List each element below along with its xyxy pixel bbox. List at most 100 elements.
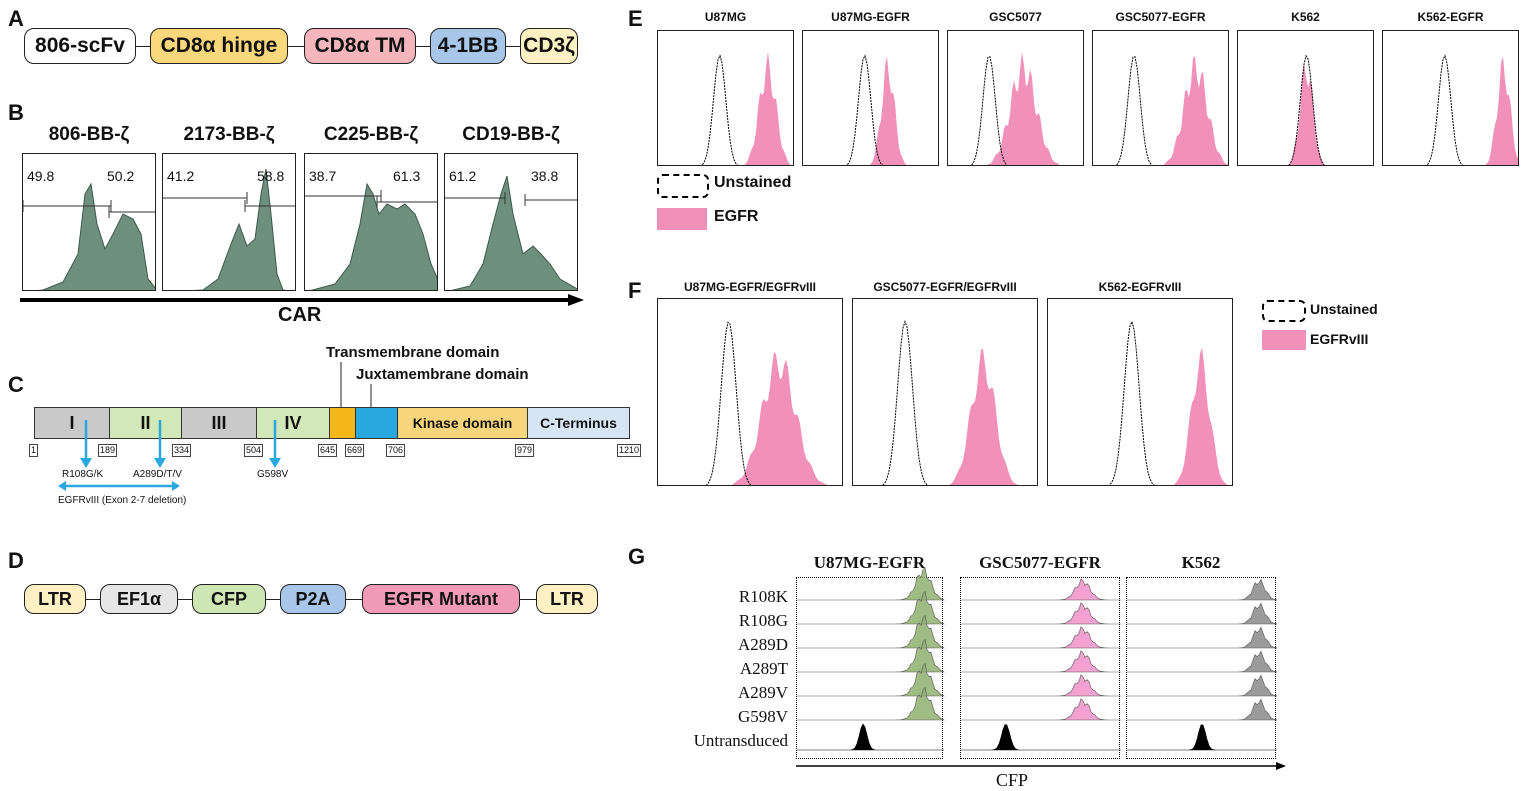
cd3z-box: CD3ζ <box>520 28 578 64</box>
e-unstained-curve-5 <box>1426 54 1464 165</box>
e-egfr-peak-2 <box>986 52 1060 165</box>
e-egfr-peak-3 <box>1163 55 1228 165</box>
b-pct-left-2173: 41.2 <box>167 168 195 184</box>
g-peak-c2-r3 <box>1127 650 1278 673</box>
b-title-2173: 2173-BB-ζ <box>183 124 275 145</box>
g-peak-c1-r3 <box>961 650 1121 673</box>
cd8-tm-box: CD8α TM <box>304 28 416 64</box>
g-peak-c2-r4 <box>1127 674 1278 697</box>
g-peak-c1-r6 <box>961 724 1121 751</box>
e-hist-2 <box>947 30 1084 166</box>
b-title-806: 806-BB-ζ <box>48 124 130 145</box>
f-egfrviii-peak-1 <box>949 348 1019 485</box>
d-ef1a: EF1α <box>100 584 178 614</box>
tick-1: 1 <box>29 444 39 457</box>
g-row-label-6: Untransduced <box>693 731 788 750</box>
b-car-peak-806 <box>37 182 155 290</box>
e-egfr-peak-0 <box>744 51 791 165</box>
g-peak-c2-r5 <box>1127 698 1278 721</box>
b-pct-right-2173: 58.8 <box>257 168 285 184</box>
e-title-2: GSC5077 <box>989 10 1042 24</box>
panel-label-f: F <box>628 278 642 303</box>
g-peak-c0-r5 <box>797 686 945 721</box>
mutation-g598: G598V <box>257 469 289 480</box>
panel-label-a: A <box>8 6 24 31</box>
e-legend-egfr-swatch <box>657 208 707 230</box>
f-legend-egfrviii-label: EGFRvIII <box>1310 331 1369 347</box>
d-ltr-left: LTR <box>24 584 86 614</box>
41bb-box: 4-1BB <box>430 28 506 64</box>
e-hist-4 <box>1237 30 1374 166</box>
egfrviii-deletion-label: EGFRvIII (Exon 2-7 deletion) <box>58 495 187 506</box>
panel-label-g: G <box>628 544 646 569</box>
b-pct-left-806: 49.8 <box>27 168 55 184</box>
e-unstained-curve-0 <box>701 54 739 165</box>
g-row-label-3: A289T <box>739 659 788 678</box>
panel-label-b: B <box>8 100 24 125</box>
tick-1210: 1210 <box>617 444 642 457</box>
b-hist-806: 49.8 50.2 <box>22 153 156 291</box>
tick-706: 706 <box>386 444 406 457</box>
tick-504: 504 <box>244 444 264 457</box>
f-legend-unstained-label: Unstained <box>1310 301 1378 317</box>
e-legend-egfr-label: EGFR <box>714 208 759 225</box>
tm-domain-label: Transmembrane domain <box>326 344 500 361</box>
panel-label-d: D <box>8 548 24 573</box>
g-axis-label: CFP <box>996 770 1029 790</box>
b-pct-left-cd19: 61.2 <box>449 168 477 184</box>
b-car-peak-c225 <box>310 182 437 290</box>
e-egfr-peak-4 <box>1288 62 1325 165</box>
domain-kinase: Kinase domain <box>397 407 528 439</box>
g-row-label-0: R108K <box>738 587 788 606</box>
g-peak-c1-r4 <box>961 674 1121 697</box>
mutation-r108: R108G/K <box>62 469 104 480</box>
g-col-title-1: GSC5077-EGFR <box>979 553 1101 572</box>
f-unstained-curve-1 <box>881 320 929 485</box>
e-title-5: K562-EGFR <box>1417 10 1484 24</box>
c-mutation-arrows <box>58 420 281 491</box>
domain-c-terminus: C-Terminus <box>527 407 630 439</box>
g-row-label-1: R108G <box>738 611 788 630</box>
f-legend-egfrviii-swatch <box>1262 330 1306 350</box>
d-egfr-mutant: EGFR Mutant <box>362 584 520 614</box>
e-egfr-peak-1 <box>869 56 907 165</box>
g-col-box-0 <box>796 566 945 759</box>
tick-645: 645 <box>318 444 338 457</box>
g-peak-c2-r1 <box>1127 602 1278 625</box>
scfv-box: 806-scFv <box>24 28 136 64</box>
d-ltr-right: LTR <box>536 584 598 614</box>
domain-iv: IV <box>256 407 330 439</box>
g-peak-c0-r2 <box>797 614 945 649</box>
b-title-c225: C225-BB-ζ <box>323 124 419 145</box>
g-peak-c0-r1 <box>797 590 945 625</box>
b-car-axis-arrow <box>20 294 584 306</box>
g-peak-c2-r2 <box>1127 626 1278 649</box>
b-hist-2173: 41.2 58.8 <box>162 153 296 291</box>
domain-jm <box>355 407 398 439</box>
b-pct-right-cd19: 38.8 <box>531 168 559 184</box>
e-egfr-peak-5 <box>1485 56 1518 165</box>
g-peak-c0-r3 <box>797 638 945 673</box>
b-pct-right-c225: 61.3 <box>393 168 421 184</box>
e-unstained-curve-1 <box>846 54 884 165</box>
g-row-label-2: A289D <box>737 635 788 654</box>
g-col-title-2: K562 <box>1181 553 1221 572</box>
g-peak-c1-r0 <box>961 578 1121 601</box>
e-unstained-curve-4 <box>1288 54 1325 165</box>
g-peak-c2-r6 <box>1127 724 1277 751</box>
jm-domain-label: Juxtamembrane domain <box>356 366 529 383</box>
e-hist-0 <box>657 30 794 166</box>
f-hist-1 <box>852 298 1038 486</box>
tick-189: 189 <box>98 444 118 457</box>
e-title-1: U87MG-EGFR <box>831 10 910 24</box>
e-title-4: K562 <box>1291 10 1320 24</box>
e-legend-unstained-label: Unstained <box>714 174 792 191</box>
b-axis-label: CAR <box>278 304 322 326</box>
mutation-a289: A289D/T/V <box>133 469 182 480</box>
g-peak-c1-r2 <box>961 626 1121 649</box>
d-cfp: CFP <box>192 584 266 614</box>
g-row-label-5: G598V <box>737 707 788 726</box>
e-hist-5 <box>1382 30 1519 166</box>
f-hist-0 <box>657 298 843 486</box>
f-title-0: U87MG-EGFR/EGFRvIII <box>683 280 817 294</box>
